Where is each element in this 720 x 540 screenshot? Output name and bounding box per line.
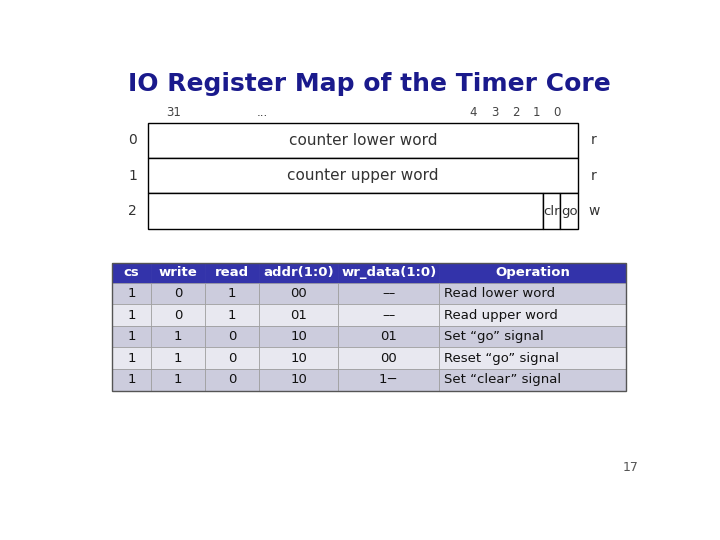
Text: addr(1:0): addr(1:0) [264, 266, 334, 279]
Bar [205, 304, 259, 326]
Bar [439, 304, 626, 326]
Text: 1−: 1− [379, 373, 399, 386]
Bar [259, 369, 338, 390]
Bar [112, 304, 151, 326]
Text: w: w [588, 204, 600, 218]
Text: 1: 1 [228, 287, 236, 300]
Text: Set “go” signal: Set “go” signal [444, 330, 544, 343]
Text: 1: 1 [174, 373, 183, 386]
Text: 3: 3 [491, 106, 498, 119]
Bar [205, 326, 259, 347]
Bar [338, 283, 439, 304]
Text: r: r [591, 133, 597, 147]
Bar [259, 347, 338, 369]
Text: 0: 0 [174, 287, 182, 300]
Bar [205, 369, 259, 390]
Bar [338, 262, 439, 283]
Text: Set “clear” signal: Set “clear” signal [444, 373, 561, 386]
Text: Read lower word: Read lower word [444, 287, 555, 300]
Bar [439, 369, 626, 390]
Text: 1: 1 [174, 352, 183, 365]
Text: 0: 0 [554, 106, 561, 119]
Bar [148, 123, 578, 158]
Bar [148, 193, 543, 229]
Text: 1: 1 [127, 308, 136, 321]
Bar [259, 262, 338, 283]
Bar [259, 283, 338, 304]
Bar [205, 347, 259, 369]
Bar [151, 326, 205, 347]
Text: 10: 10 [290, 373, 307, 386]
Text: 0: 0 [174, 308, 182, 321]
Bar [151, 304, 205, 326]
Bar [148, 158, 578, 193]
Text: 0: 0 [228, 373, 236, 386]
Bar [338, 347, 439, 369]
Bar [151, 347, 205, 369]
Bar [439, 326, 626, 347]
Text: counter lower word: counter lower word [289, 133, 438, 148]
Bar [112, 369, 151, 390]
Bar [112, 283, 151, 304]
Bar [151, 369, 205, 390]
Bar [205, 283, 259, 304]
Text: 0: 0 [128, 133, 137, 147]
Text: Operation: Operation [495, 266, 570, 279]
Text: 2: 2 [128, 204, 137, 218]
Text: write: write [159, 266, 198, 279]
Text: go: go [561, 205, 577, 218]
Bar [338, 304, 439, 326]
Text: 1: 1 [128, 168, 137, 183]
Text: IO Register Map of the Timer Core: IO Register Map of the Timer Core [127, 72, 611, 96]
Text: 1: 1 [127, 330, 136, 343]
Text: r: r [591, 168, 597, 183]
Text: Reset “go” signal: Reset “go” signal [444, 352, 559, 365]
Text: 1: 1 [127, 373, 136, 386]
Bar [338, 369, 439, 390]
Text: ––: –– [382, 308, 395, 321]
Text: 1: 1 [127, 352, 136, 365]
Bar [259, 304, 338, 326]
Bar [112, 326, 151, 347]
Text: ...: ... [256, 106, 268, 119]
Text: Read upper word: Read upper word [444, 308, 558, 321]
Text: counter upper word: counter upper word [287, 168, 439, 183]
Bar [112, 262, 626, 390]
Bar [560, 193, 578, 229]
Text: 01: 01 [380, 330, 397, 343]
Bar [151, 283, 205, 304]
Text: 10: 10 [290, 330, 307, 343]
Text: wr_data(1:0): wr_data(1:0) [341, 266, 436, 279]
Text: 01: 01 [290, 308, 307, 321]
Bar [151, 262, 205, 283]
Bar [112, 262, 151, 283]
Text: 0: 0 [228, 330, 236, 343]
Bar [205, 262, 259, 283]
Text: 1: 1 [228, 308, 236, 321]
Bar [112, 347, 151, 369]
Text: 00: 00 [380, 352, 397, 365]
Text: ––: –– [382, 287, 395, 300]
Text: read: read [215, 266, 249, 279]
Text: 17: 17 [623, 462, 639, 475]
Text: 10: 10 [290, 352, 307, 365]
Text: 1: 1 [533, 106, 540, 119]
Text: cs: cs [124, 266, 140, 279]
Text: 1: 1 [174, 330, 183, 343]
Bar [439, 283, 626, 304]
Bar [439, 262, 626, 283]
Text: 0: 0 [228, 352, 236, 365]
Text: 1: 1 [127, 287, 136, 300]
Text: 2: 2 [512, 106, 519, 119]
Bar [338, 326, 439, 347]
Text: clr: clr [543, 205, 560, 218]
Text: 00: 00 [290, 287, 307, 300]
Text: 4: 4 [470, 106, 477, 119]
Bar [543, 193, 560, 229]
Bar [439, 347, 626, 369]
Text: 31: 31 [166, 106, 181, 119]
Bar [259, 326, 338, 347]
